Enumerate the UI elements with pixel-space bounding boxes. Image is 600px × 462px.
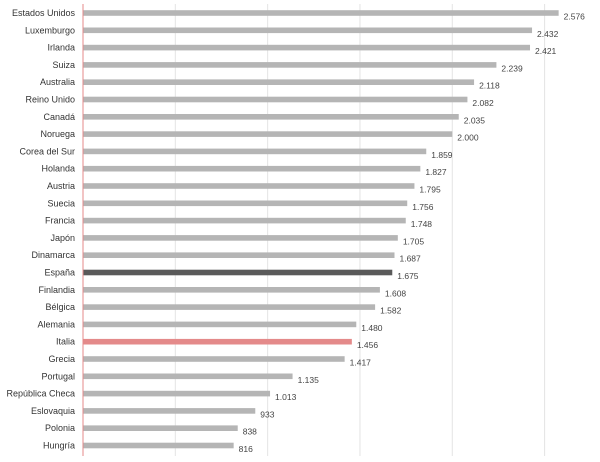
- category-label: Japón: [50, 233, 75, 243]
- value-label: 838: [243, 427, 257, 437]
- value-label: 2.576: [564, 12, 586, 22]
- category-label: España: [44, 268, 75, 278]
- bar: [83, 373, 293, 380]
- bar: [83, 269, 393, 276]
- value-label: 1.417: [350, 358, 372, 368]
- bar: [83, 287, 380, 293]
- bar: [83, 356, 345, 362]
- bar: [83, 235, 398, 241]
- label-layer: Estados Unidos 2.576 Luxemburgo 2.432 Irland…: [6, 8, 585, 454]
- bar: [83, 27, 533, 34]
- bar: [83, 44, 531, 51]
- value-label: 1.582: [380, 306, 402, 316]
- category-label: Austria: [47, 181, 75, 191]
- category-label: Corea del Sur: [19, 146, 75, 156]
- grid-layer: [174, 4, 546, 456]
- category-label: Dinamarca: [31, 250, 75, 260]
- bar: [83, 338, 352, 345]
- category-label: Suecia: [47, 198, 75, 208]
- category-label: Portugal: [41, 371, 75, 381]
- bar: [83, 425, 238, 431]
- value-label: 2.000: [457, 133, 479, 143]
- value-label: 1.135: [298, 375, 320, 385]
- bar: [83, 79, 475, 85]
- value-label: 1.687: [399, 254, 421, 264]
- value-label: 2.082: [472, 98, 494, 108]
- value-label: 2.432: [537, 29, 559, 39]
- bar: [83, 408, 256, 414]
- value-label: 1.608: [385, 288, 407, 298]
- value-label: 933: [260, 409, 274, 419]
- category-label: Bélgica: [45, 302, 75, 312]
- bar: [83, 321, 357, 328]
- value-label: 2.035: [464, 115, 486, 125]
- bar: [83, 304, 376, 310]
- bar: [83, 131, 453, 137]
- bar: [83, 114, 459, 120]
- category-label: Noruega: [40, 129, 75, 139]
- bar: [83, 390, 271, 397]
- bar: [83, 200, 408, 207]
- category-label: Francia: [45, 216, 75, 226]
- category-label: Hungría: [43, 441, 75, 451]
- bar: [83, 183, 415, 189]
- category-label: Italia: [56, 337, 75, 347]
- value-label: 2.421: [535, 46, 557, 56]
- value-label: 2.118: [479, 81, 500, 91]
- bar: [83, 62, 497, 68]
- value-label: 816: [239, 444, 253, 454]
- bar: [83, 10, 559, 16]
- value-label: 1.013: [275, 392, 297, 402]
- value-label: 2.239: [501, 63, 523, 73]
- category-label: Polonia: [45, 423, 75, 433]
- value-label: 1.480: [361, 323, 383, 333]
- category-label: Suiza: [52, 60, 75, 70]
- category-label: Grecia: [48, 354, 75, 364]
- category-label: Alemania: [37, 319, 75, 329]
- value-label: 1.705: [403, 236, 425, 246]
- value-label: 1.827: [425, 167, 447, 177]
- category-label: Finlandia: [38, 285, 75, 295]
- category-label: Estados Unidos: [12, 8, 76, 18]
- bar: [83, 217, 406, 224]
- category-label: Eslovaquia: [31, 406, 75, 416]
- category-label: Holanda: [41, 164, 75, 174]
- value-label: 1.756: [412, 202, 434, 212]
- bar: [83, 252, 395, 258]
- value-label: 1.748: [411, 219, 433, 229]
- category-label: Australia: [40, 77, 75, 87]
- category-label: Irlanda: [47, 43, 75, 53]
- bar: [83, 96, 468, 103]
- value-label: 1.456: [357, 340, 379, 350]
- category-label: Reino Unido: [25, 95, 75, 105]
- value-label: 1.675: [397, 271, 419, 281]
- value-label: 1.859: [431, 150, 453, 160]
- bar: [83, 148, 427, 155]
- category-label: Luxemburgo: [25, 25, 75, 35]
- bar-layer: [83, 10, 559, 449]
- category-label: Canadá: [43, 112, 75, 122]
- category-label: República Checa: [6, 389, 75, 399]
- bar: [83, 165, 421, 172]
- bar: [83, 442, 234, 449]
- value-label: 1.795: [419, 185, 441, 195]
